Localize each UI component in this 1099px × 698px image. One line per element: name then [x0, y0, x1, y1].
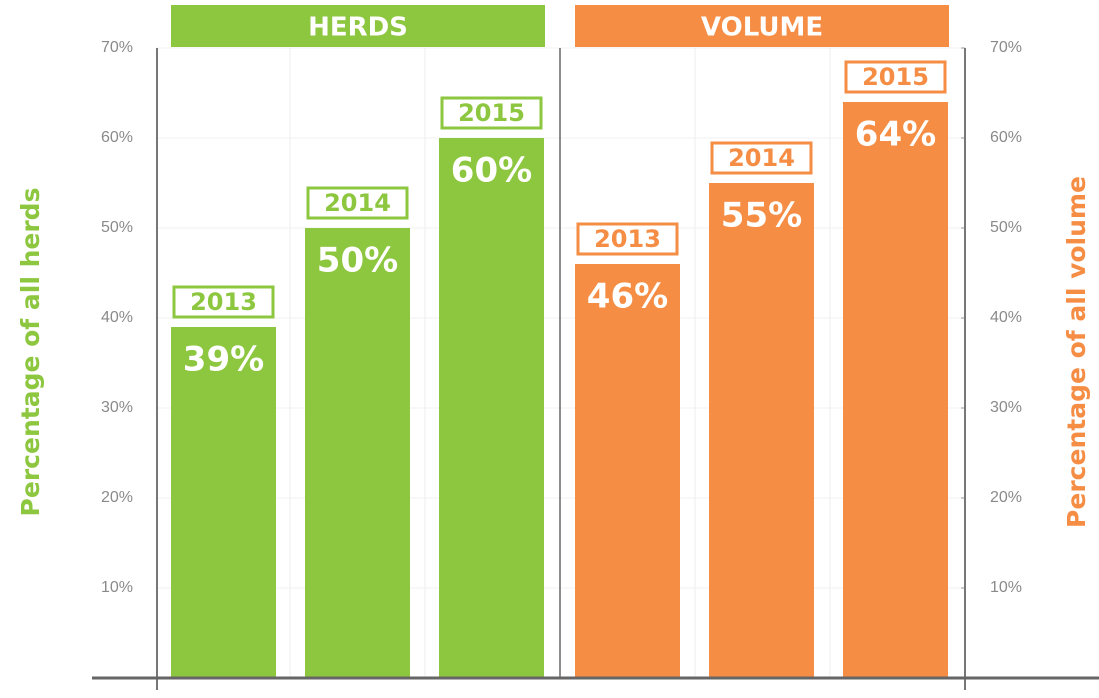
- value-label: 60%: [451, 151, 532, 191]
- year-label: 2013: [190, 288, 257, 316]
- year-label: 2015: [862, 63, 929, 91]
- year-label: 2015: [458, 99, 525, 127]
- bar: [709, 183, 814, 678]
- y2-tick-label: 20%: [990, 489, 1022, 506]
- value-label: 50%: [317, 241, 398, 281]
- y2-tick-label: 60%: [990, 129, 1022, 146]
- value-label: 39%: [183, 340, 264, 380]
- year-label: 2014: [728, 144, 795, 172]
- bar: [575, 264, 680, 678]
- value-label: 55%: [721, 196, 802, 236]
- value-label: 64%: [855, 115, 936, 155]
- year-box: [710, 141, 813, 175]
- group-title: VOLUME: [701, 13, 823, 43]
- value-label: 46%: [587, 277, 668, 317]
- year-box: [576, 222, 679, 256]
- y2-tick-label: 70%: [990, 39, 1022, 56]
- y-tick-label: 40%: [101, 309, 133, 326]
- y2-tick-label: 30%: [990, 399, 1022, 416]
- y-axis-label: Percentage of all herds: [16, 188, 45, 517]
- bar: [171, 327, 276, 678]
- group-header: [171, 5, 545, 47]
- y2-tick-label: 50%: [990, 219, 1022, 236]
- y2-axis-label: Percentage of all volume: [1062, 176, 1091, 528]
- year-box: [306, 186, 409, 220]
- y-tick-label: 50%: [101, 219, 133, 236]
- y2-tick-label: 40%: [990, 309, 1022, 326]
- year-box: [844, 60, 947, 94]
- bar: [439, 138, 544, 678]
- y-tick-label: 70%: [101, 39, 133, 56]
- y2-tick-label: 10%: [990, 579, 1022, 596]
- year-box: [172, 285, 275, 319]
- bar: [305, 228, 410, 678]
- y-tick-label: 10%: [101, 579, 133, 596]
- group-header: [575, 5, 949, 47]
- y-tick-label: 30%: [101, 399, 133, 416]
- y-tick-label: 20%: [101, 489, 133, 506]
- year-box: [440, 96, 543, 130]
- y-tick-label: 60%: [101, 129, 133, 146]
- year-label: 2013: [594, 225, 661, 253]
- year-label: 2014: [324, 189, 391, 217]
- group-title: HERDS: [308, 13, 408, 43]
- bar: [843, 102, 948, 678]
